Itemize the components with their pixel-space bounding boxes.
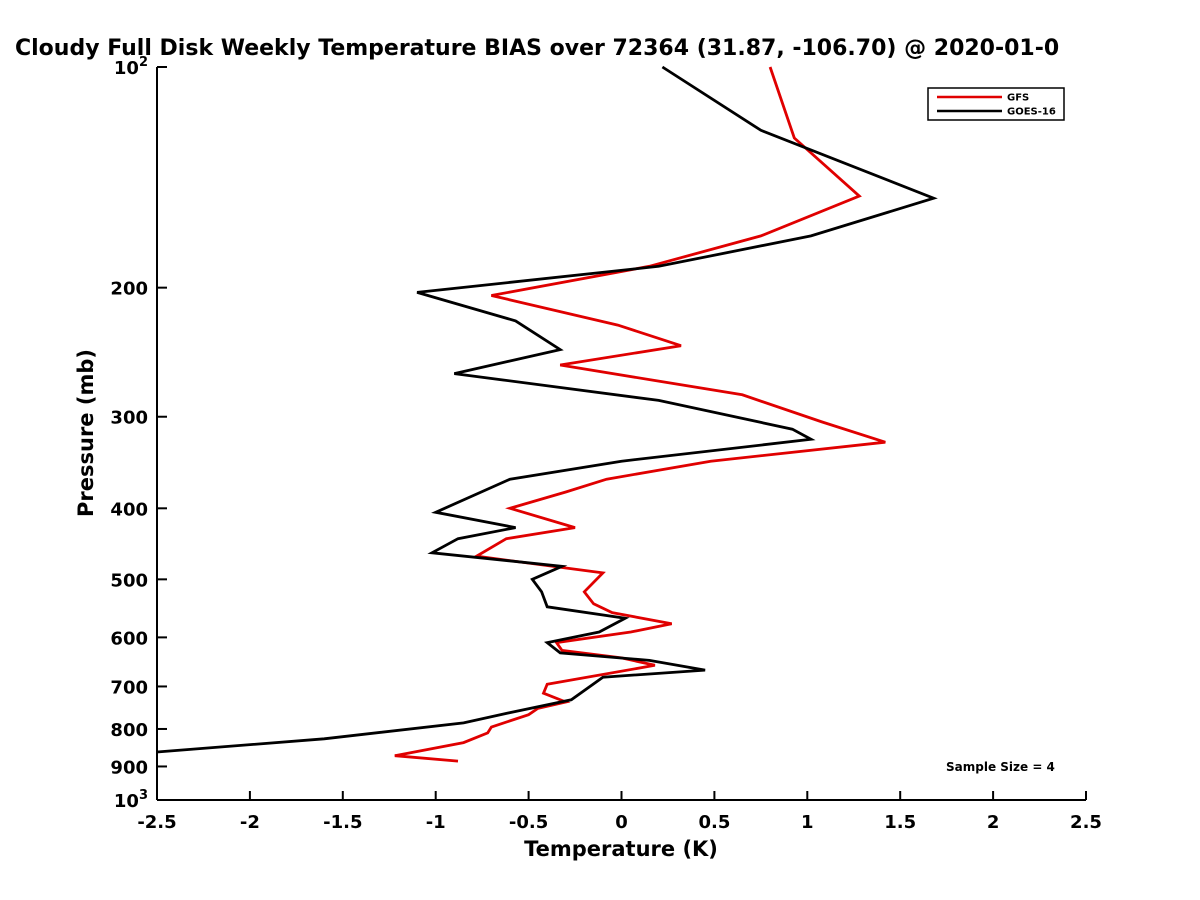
- x-tick-label: -1: [426, 812, 446, 833]
- plot-area: [156, 67, 1086, 801]
- series-line-goes-16: [156, 65, 938, 754]
- legend-label-goes-16: GOES-16: [1007, 107, 1056, 118]
- y-tick-label: 700: [110, 677, 148, 698]
- y-tick-label: 900: [110, 757, 148, 778]
- x-tick-label: 2: [987, 812, 1000, 833]
- x-axis-label: Temperature (K): [524, 837, 718, 861]
- series-layer: [156, 65, 938, 763]
- x-axis-ticks: -2.5 -2 -1.5 -1 -0.5 0 0.5 1 1.5 2 2.5: [137, 791, 1102, 833]
- y-tick-label: 500: [110, 570, 148, 591]
- x-tick-label: -2.5: [137, 812, 176, 833]
- y-tick-label: 102: [114, 55, 148, 79]
- x-tick-label: -2: [240, 812, 260, 833]
- x-tick-label: 2.5: [1070, 812, 1102, 833]
- y-tick-exponent: 2: [139, 55, 148, 70]
- x-tick-label: 0: [615, 812, 628, 833]
- x-tick-label: -0.5: [509, 812, 548, 833]
- y-axis-ticks: 102 200 300 400 500 600 700 800 900 103: [110, 55, 167, 812]
- y-tick-label: 800: [110, 720, 148, 741]
- x-tick-label: 0.5: [698, 812, 730, 833]
- y-tick-label: 300: [110, 408, 148, 429]
- x-tick-label: 1: [801, 812, 814, 833]
- y-tick-label: 400: [110, 499, 148, 520]
- x-tick-label: -1.5: [323, 812, 362, 833]
- y-tick-label: 200: [110, 279, 148, 300]
- x-tick-label: 1.5: [884, 812, 916, 833]
- y-axis-label: Pressure (mb): [74, 349, 98, 517]
- series-line-gfs: [394, 66, 886, 763]
- legend-box: [927, 87, 1065, 121]
- y-tick-label: 103: [114, 788, 148, 812]
- chart-title: Cloudy Full Disk Weekly Temperature BIAS…: [15, 36, 1059, 61]
- legend-label-gfs: GFS: [1007, 93, 1029, 104]
- y-tick-exponent: 3: [139, 788, 148, 803]
- y-tick-label: 600: [110, 628, 148, 649]
- legend: GFS GOES-16: [927, 87, 1065, 121]
- sample-size-annotation: Sample Size = 4: [946, 760, 1055, 774]
